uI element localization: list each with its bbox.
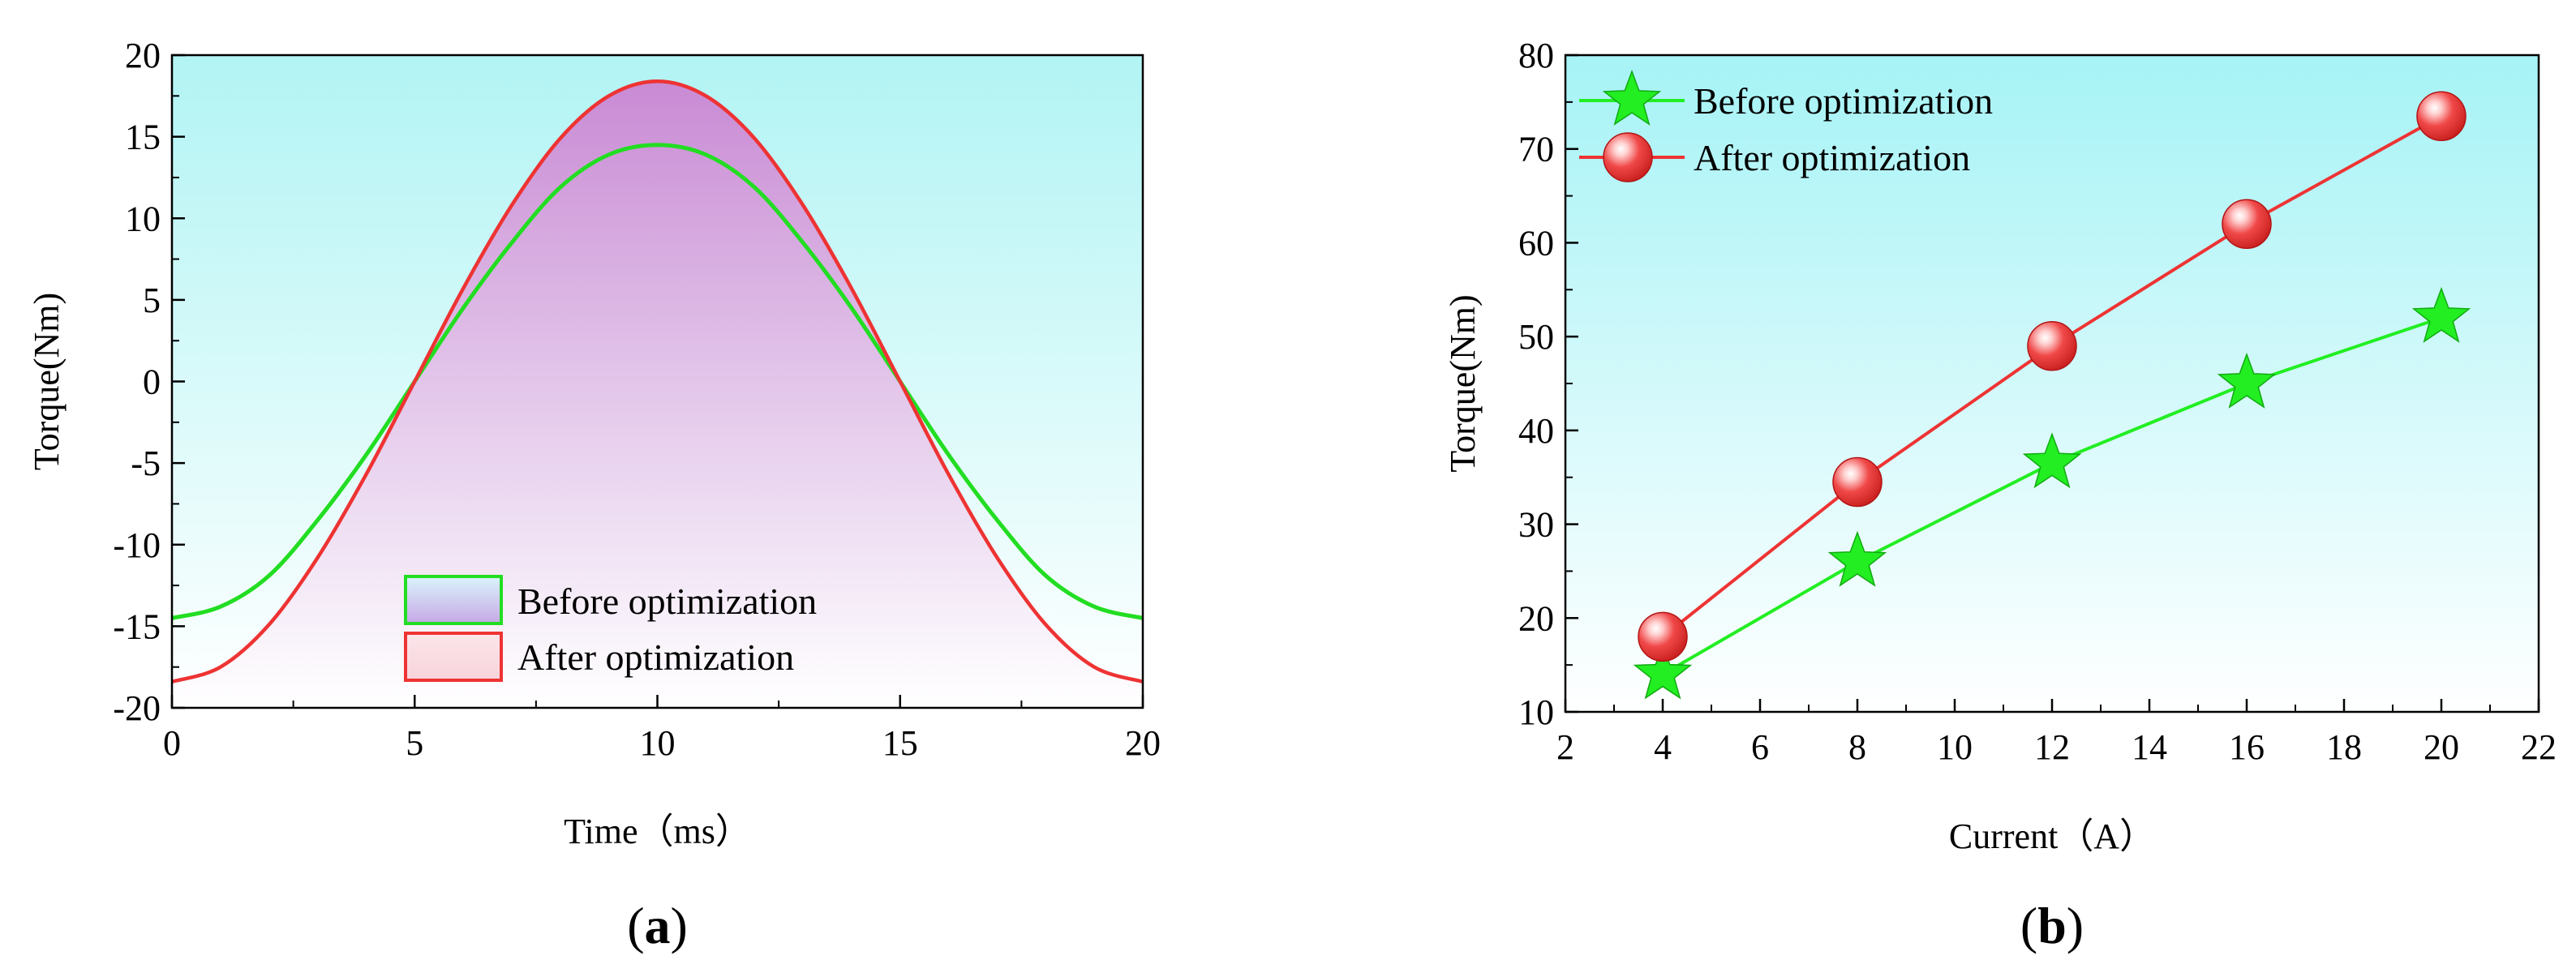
y-tick-label: 20 (1518, 598, 1554, 638)
data-point-after (2416, 91, 2467, 141)
series-line-after (171, 79, 1144, 683)
y-axis-label: Torque(Nm) (27, 293, 67, 470)
data-point-after (1638, 611, 1688, 662)
x-tick-label: 16 (2229, 727, 2265, 767)
data-point-after (1832, 456, 1883, 508)
x-tick-label: 20 (2424, 727, 2459, 767)
y-tick-label: 70 (1518, 130, 1554, 169)
area-layer (172, 81, 1143, 708)
data-point-before (1827, 530, 1887, 587)
x-tick-label: 12 (2034, 727, 2070, 767)
data-point-before (2411, 286, 2471, 343)
legend-label-after: After optimization (517, 636, 794, 678)
y-tick-label: 10 (1518, 692, 1554, 732)
area-fill (172, 81, 1143, 708)
x-tick-label: 2 (1556, 727, 1574, 767)
data-point-before (2217, 352, 2277, 409)
panel-label-b: (b) (2020, 897, 2084, 954)
x-tick-label: 8 (1848, 727, 1866, 767)
y-tick-label: 10 (125, 199, 161, 238)
panel-label-a: (a) (627, 897, 688, 954)
legend-swatch-after (404, 632, 503, 682)
x-tick-label: 18 (2326, 727, 2362, 767)
data-point-after (2027, 320, 2077, 371)
chart-a: 0 5 10 15 20 -20 -15 -10 -5 0 5 10 15 20 Time（ms） Tor… (27, 36, 1161, 954)
y-tick-label: 15 (125, 118, 161, 157)
axis-ticks: 0 5 10 15 20 -20 -15 -10 -5 0 5 10 15 20 (113, 36, 1161, 763)
x-tick-label: 6 (1751, 727, 1769, 767)
legend-label: After optimization (1694, 137, 1970, 178)
series-lines (171, 79, 1144, 683)
legend-label-before: Before optimization (517, 581, 817, 622)
x-axis-label: Time（ms） (564, 812, 751, 851)
data-point-after (2222, 199, 2272, 250)
y-tick-label: 50 (1518, 317, 1554, 357)
x-tick-label: 20 (1125, 723, 1161, 763)
chart-b: 2 4 6 8 10 12 14 16 18 20 22 10 20 30 40 50 60 70 80 Curre… (1443, 36, 2557, 954)
legend: Before optimization After optimization (1579, 69, 1993, 182)
y-tick-label: 30 (1518, 505, 1554, 545)
y-axis-label: Torque(Nm) (1443, 294, 1483, 472)
legend-marker-sphere (1603, 132, 1653, 182)
x-tick-label: 15 (882, 723, 918, 763)
y-tick-label: 40 (1518, 411, 1554, 451)
plot-b-background (1565, 55, 2539, 712)
series-line-before (171, 143, 1144, 620)
legend-marker-star (1602, 69, 1662, 126)
y-tick-label: -5 (131, 444, 161, 483)
panel-label-a-letter: a (645, 897, 671, 954)
y-tick-label: -20 (113, 688, 161, 728)
legend-label: Before optimization (1694, 80, 1993, 122)
x-tick-label: 5 (406, 723, 423, 763)
x-tick-label: 10 (1937, 727, 1973, 767)
axis-ticks: 2 4 6 8 10 12 14 16 18 20 22 10 20 30 40 50 60 70 80 (1518, 36, 2557, 767)
data-point-before (2022, 432, 2082, 489)
x-tick-label: 0 (163, 723, 181, 763)
y-tick-label: 20 (125, 36, 161, 75)
x-axis-label: Current（A） (1949, 816, 2155, 856)
y-tick-label: 0 (143, 362, 161, 402)
y-tick-label: 80 (1518, 36, 1554, 75)
y-tick-label: -15 (113, 606, 161, 646)
x-tick-label: 14 (2132, 727, 2167, 767)
series-markers (1633, 91, 2471, 700)
legend: Before optimization After optimization (404, 575, 817, 682)
y-tick-label: -10 (113, 525, 161, 565)
x-tick-label: 10 (640, 723, 676, 763)
legend-swatch-before (404, 575, 503, 625)
x-tick-label: 4 (1654, 727, 1672, 767)
y-tick-label: 60 (1518, 223, 1554, 263)
x-tick-label: 22 (2521, 727, 2557, 767)
panel-label-b-letter: b (2037, 897, 2067, 954)
data-point-before (1633, 643, 1693, 700)
y-tick-label: 5 (143, 281, 161, 320)
